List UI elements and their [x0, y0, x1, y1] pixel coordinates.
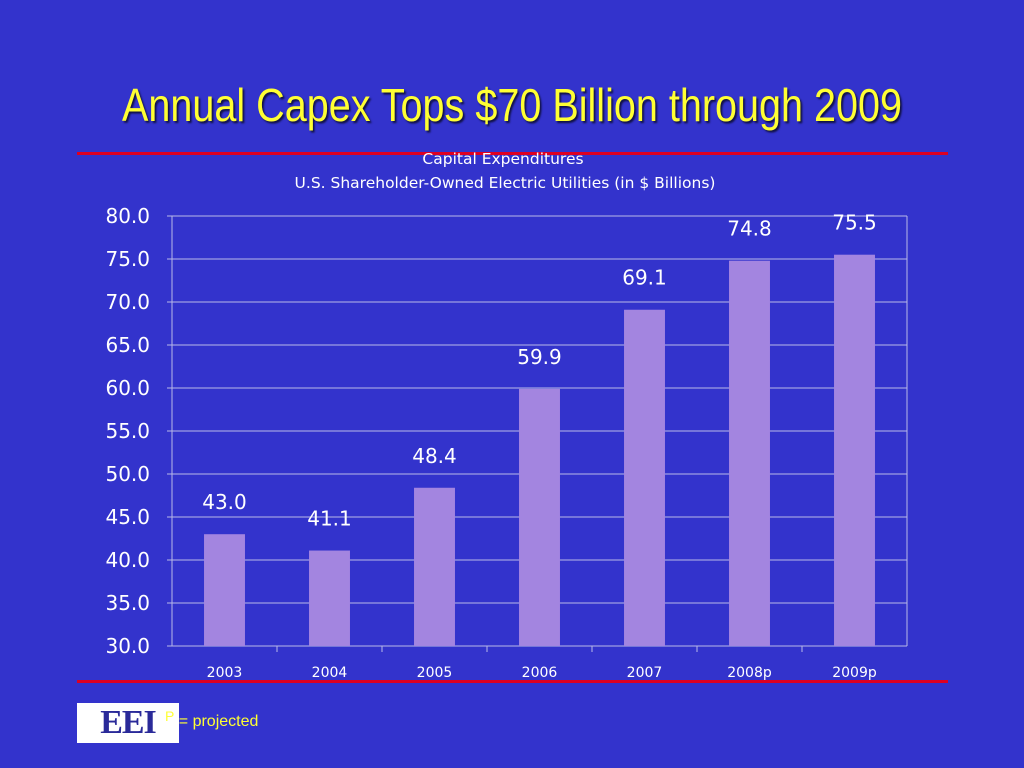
bars: [204, 254, 875, 646]
eei-logo: EEI: [77, 703, 179, 743]
y-tick-label: 50.0: [105, 462, 150, 486]
title-divider: [77, 152, 948, 155]
footnote-symbol: P: [165, 708, 175, 724]
y-tick-label: 65.0: [105, 333, 150, 357]
x-tick-label: 2006: [522, 665, 558, 681]
bar-2006: [519, 388, 560, 646]
data-label: 69.1: [622, 266, 667, 290]
x-tick-label: 2004: [312, 665, 348, 681]
footnote-text: = projected: [174, 713, 259, 730]
y-tick-label: 70.0: [105, 290, 150, 314]
data-label: 59.9: [517, 345, 562, 369]
y-tick-label: 40.0: [105, 548, 150, 572]
y-tick-label: 35.0: [105, 591, 150, 615]
footnote: P = projected: [165, 708, 258, 731]
bar-2009p: [834, 254, 875, 646]
x-axis-ticks: 2003 2004 2005 2006 2007 2008p 2009p: [207, 665, 877, 681]
y-tick-label: 60.0: [105, 376, 150, 400]
y-tick-label: 45.0: [105, 505, 150, 529]
y-axis-ticks: 30.0 35.0 40.0 45.0 50.0 55.0 60.0 65.0 70.0 75.0…: [105, 204, 150, 658]
slide-title: Annual Capex Tops $70 Billion through 20…: [121, 79, 903, 131]
bar-2004: [309, 550, 350, 646]
y-tick-label: 30.0: [105, 634, 150, 658]
y-tick-label: 80.0: [105, 204, 150, 228]
eei-logo-text: EEI: [100, 704, 157, 741]
data-label: 43.0: [202, 490, 247, 514]
data-label: 74.8: [727, 217, 772, 241]
footer-divider: [77, 680, 948, 683]
x-tick-label: 2008p: [727, 665, 772, 681]
x-tick-label: 2009p: [832, 665, 877, 681]
bar-2007: [624, 309, 665, 646]
x-tick-label: 2005: [417, 665, 453, 681]
data-label: 75.5: [832, 211, 877, 235]
x-tick-label: 2007: [627, 665, 663, 681]
x-tick-label: 2003: [207, 665, 243, 681]
capex-bar-chart: Capital Expenditures U.S. Shareholder-Ow…: [105, 150, 908, 681]
y-tick-label: 55.0: [105, 419, 150, 443]
data-labels: 43.0 41.1 48.4 59.9 69.1 74.8 75.5: [202, 211, 877, 531]
bar-2003: [204, 534, 245, 646]
chart-subtitle: U.S. Shareholder-Owned Electric Utilitie…: [295, 174, 716, 192]
chart-title: Capital Expenditures: [422, 150, 583, 168]
bar-2008p: [729, 260, 770, 646]
bar-2005: [414, 487, 455, 646]
data-label: 48.4: [412, 444, 457, 468]
y-tick-label: 75.0: [105, 247, 150, 271]
data-label: 41.1: [307, 507, 352, 531]
